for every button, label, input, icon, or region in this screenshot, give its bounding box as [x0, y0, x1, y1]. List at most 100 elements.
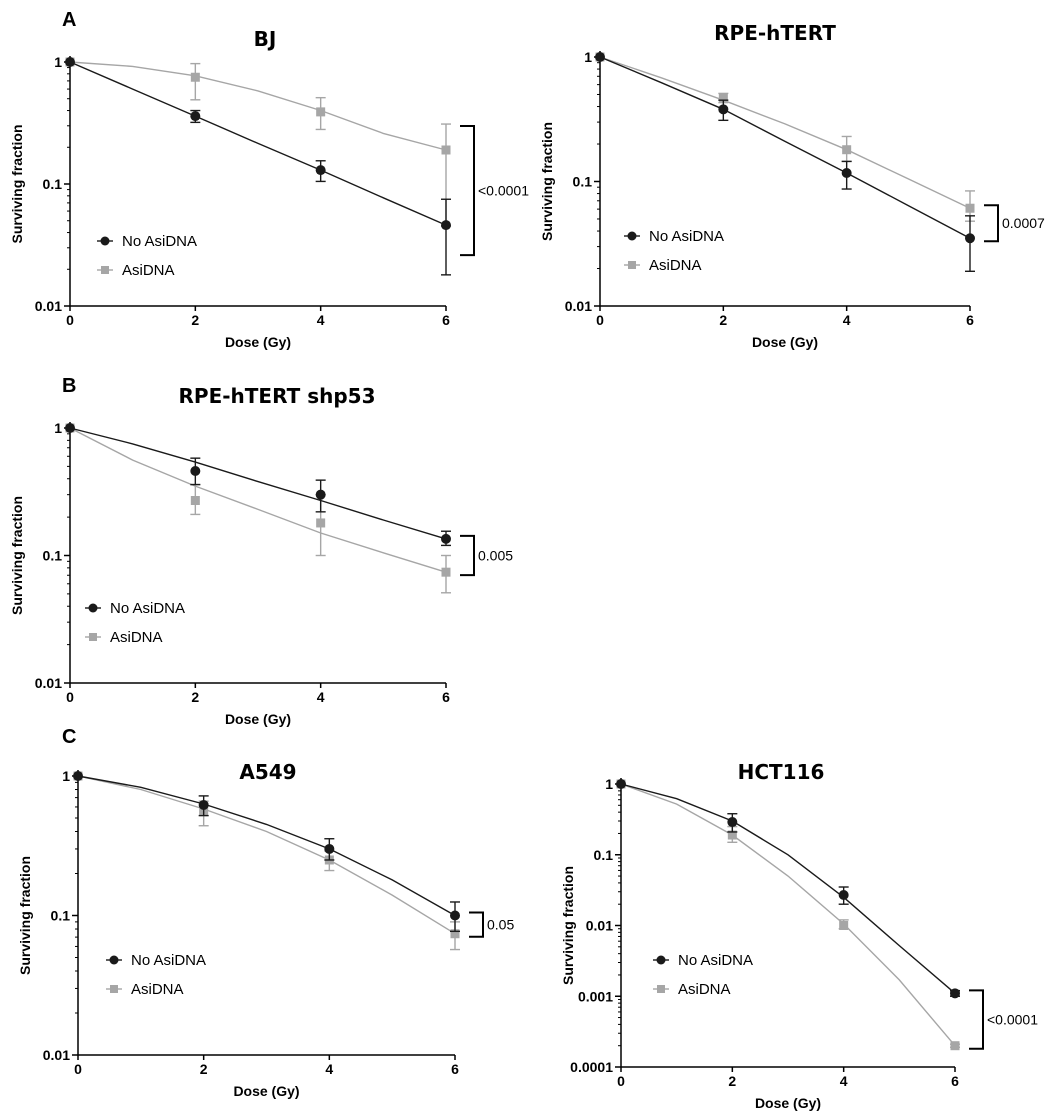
series-no-asidna	[73, 771, 460, 933]
x-tick-label: 4	[840, 1073, 848, 1089]
data-point	[727, 830, 737, 840]
data-point	[450, 929, 460, 939]
x-tick-label: 2	[191, 312, 199, 328]
legend-item-no-asidna: No AsiDNA	[106, 952, 206, 969]
x-axis-title: Dose (Gy)	[225, 711, 291, 727]
chart-title: RPE-hTERT shp53	[179, 384, 376, 408]
series-no-asidna	[65, 423, 451, 547]
x-tick-label: 4	[325, 1061, 333, 1077]
x-tick-label: 0	[66, 312, 74, 328]
x-tick-label: 2	[200, 1061, 208, 1077]
x-tick-label: 2	[719, 312, 727, 328]
fit-curve	[620, 783, 956, 1047]
fit-curve	[599, 56, 971, 239]
x-axis-title: Dose (Gy)	[225, 334, 291, 350]
chart-1: RPE-hTERT 0 2 4 6 1 0.1 0.01 Dose (Gy) Surviving …	[539, 21, 1045, 350]
legend-label: AsiDNA	[649, 257, 702, 274]
legend-item-asidna: AsiDNA	[97, 262, 175, 279]
bracket-line	[984, 204, 999, 243]
data-point	[73, 771, 83, 781]
data-point	[190, 111, 201, 122]
y-tick-label: 0.01	[43, 1047, 70, 1063]
y-tick-label: 0.1	[594, 847, 614, 863]
data-point	[441, 145, 451, 155]
data-point	[450, 910, 460, 921]
legend-marker	[89, 633, 97, 641]
y-axis-title: Surviving fraction	[17, 856, 33, 975]
legend-label: No AsiDNA	[122, 233, 197, 250]
legend-marker	[101, 266, 109, 274]
bracket-line	[969, 989, 984, 1050]
fit-curve	[599, 56, 971, 209]
p-value-label: 0.0007	[1002, 215, 1045, 231]
series-asidna	[65, 57, 451, 228]
data-point	[190, 465, 201, 476]
legend-item-asidna: AsiDNA	[653, 981, 731, 998]
legend-marker	[100, 236, 110, 246]
x-tick-label: 6	[451, 1061, 459, 1077]
x-tick-label: 0	[617, 1073, 625, 1089]
p-value-label: 0.05	[487, 917, 514, 933]
chart-4: HCT116 0 2 4 6 1 0.1 0.01 0.001 0.0001 Dose (Gy) Su…	[560, 760, 1038, 1111]
x-tick-label: 0	[74, 1061, 82, 1077]
y-axis-title: Surviving fraction	[9, 124, 25, 243]
legend-marker	[109, 955, 119, 965]
y-tick-label: 0.01	[565, 298, 592, 314]
data-point	[838, 889, 849, 900]
legend-label: No AsiDNA	[131, 952, 206, 969]
data-point	[198, 799, 209, 810]
significance-bracket: 0.0007	[984, 204, 1045, 243]
data-point	[65, 57, 75, 67]
legend-item-no-asidna: No AsiDNA	[653, 952, 753, 969]
y-axis-title: Surviving fraction	[9, 496, 25, 615]
y-tick-label: 0.01	[35, 675, 62, 691]
legend-item-asidna: AsiDNA	[85, 629, 163, 646]
legend-item-no-asidna: No AsiDNA	[85, 600, 185, 617]
data-point	[315, 165, 326, 176]
x-axis-title: Dose (Gy)	[752, 334, 818, 350]
x-tick-label: 4	[317, 312, 325, 328]
chart-2: B RPE-hTERT shp53 0 2 4 6 1 0.1 0.01 Dose (Gy) Sur…	[9, 375, 513, 727]
data-point	[65, 423, 75, 433]
x-tick-label: 2	[191, 689, 199, 705]
significance-bracket: <0.0001	[460, 124, 529, 257]
p-value-label: 0.005	[478, 548, 513, 564]
bracket-line	[469, 911, 484, 938]
legend-label: AsiDNA	[678, 981, 731, 998]
chart-title: BJ	[254, 27, 277, 51]
y-tick-label: 0.001	[578, 988, 613, 1004]
fit-curve	[69, 427, 447, 573]
x-tick-label: 6	[966, 312, 974, 328]
legend-marker	[628, 261, 636, 269]
data-point	[841, 168, 852, 179]
legend-marker	[110, 985, 118, 993]
y-axis-title: Surviving fraction	[560, 866, 576, 985]
fit-curve	[69, 427, 447, 540]
x-axis-title: Dose (Gy)	[233, 1083, 299, 1099]
y-tick-label: 1	[54, 420, 62, 436]
x-tick-label: 4	[317, 689, 325, 705]
chart-3: C A549 0 2 4 6 1 0.1 0.01 Dose (Gy) Surviving frac…	[17, 726, 514, 1099]
data-point	[727, 817, 738, 828]
y-tick-label: 1	[605, 776, 613, 792]
chart-0: A BJ 0 2 4 6 1 0.1 0.01 Dose (Gy) Surviving fracti…	[9, 9, 529, 350]
fit-curve	[77, 775, 456, 917]
x-tick-label: 0	[66, 689, 74, 705]
legend-label: AsiDNA	[122, 262, 175, 279]
p-value-label: <0.0001	[987, 1012, 1038, 1028]
series-no-asidna	[595, 52, 975, 272]
data-point	[616, 779, 626, 789]
series-asidna	[595, 52, 975, 222]
data-point	[190, 72, 200, 82]
data-point	[595, 52, 605, 62]
legend-marker	[627, 231, 637, 241]
significance-bracket: 0.005	[460, 534, 513, 577]
legend-label: AsiDNA	[110, 629, 163, 646]
x-tick-label: 0	[596, 312, 604, 328]
data-point	[965, 203, 975, 213]
data-point	[441, 533, 451, 544]
data-point	[718, 104, 729, 115]
significance-bracket: 0.05	[469, 911, 514, 938]
data-point	[839, 921, 849, 930]
panel-letter: C	[62, 726, 76, 748]
